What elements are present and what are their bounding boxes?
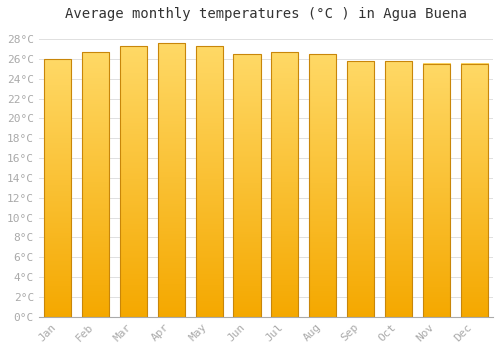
Title: Average monthly temperatures (°C ) in Agua Buena: Average monthly temperatures (°C ) in Ag… <box>65 7 467 21</box>
